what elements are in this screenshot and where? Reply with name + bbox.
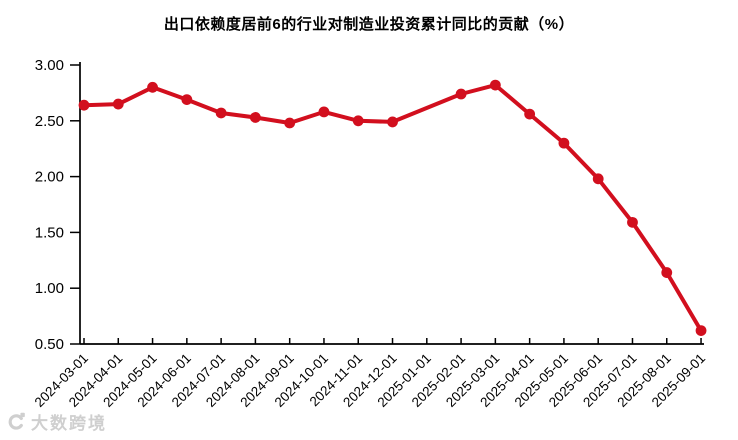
data-line [82, 83, 703, 333]
watermark-logo-icon [8, 412, 25, 430]
data-point [661, 267, 673, 278]
data-point [695, 325, 707, 337]
chart-title: 出口依赖度居前6的行业对制造业投资累计同比的贡献（%） [163, 16, 575, 33]
data-point [592, 173, 604, 185]
watermark: 大数跨境 [6, 409, 107, 434]
data-point [318, 106, 330, 118]
data-point [78, 99, 90, 111]
y-tick-label: 3.00 [35, 57, 64, 74]
y-tick-label: 1.50 [35, 224, 64, 241]
data-point [387, 116, 398, 128]
data-point [147, 81, 158, 93]
y-tick-label: 2.50 [35, 113, 64, 130]
data-point [181, 94, 193, 105]
y-tick-label: 0.50 [35, 336, 64, 353]
data-point [627, 216, 638, 228]
data-point [250, 112, 261, 123]
data-point [284, 117, 296, 129]
data-point [489, 79, 501, 91]
watermark-text: 大数跨境 [31, 414, 107, 433]
data-point [112, 98, 124, 110]
data-point [352, 115, 364, 127]
data-point [455, 88, 467, 100]
y-tick-label: 1.00 [35, 280, 64, 297]
data-point [524, 108, 536, 120]
data-point [558, 137, 570, 149]
y-tick-label: 2.00 [35, 169, 64, 186]
data-point [215, 107, 227, 119]
